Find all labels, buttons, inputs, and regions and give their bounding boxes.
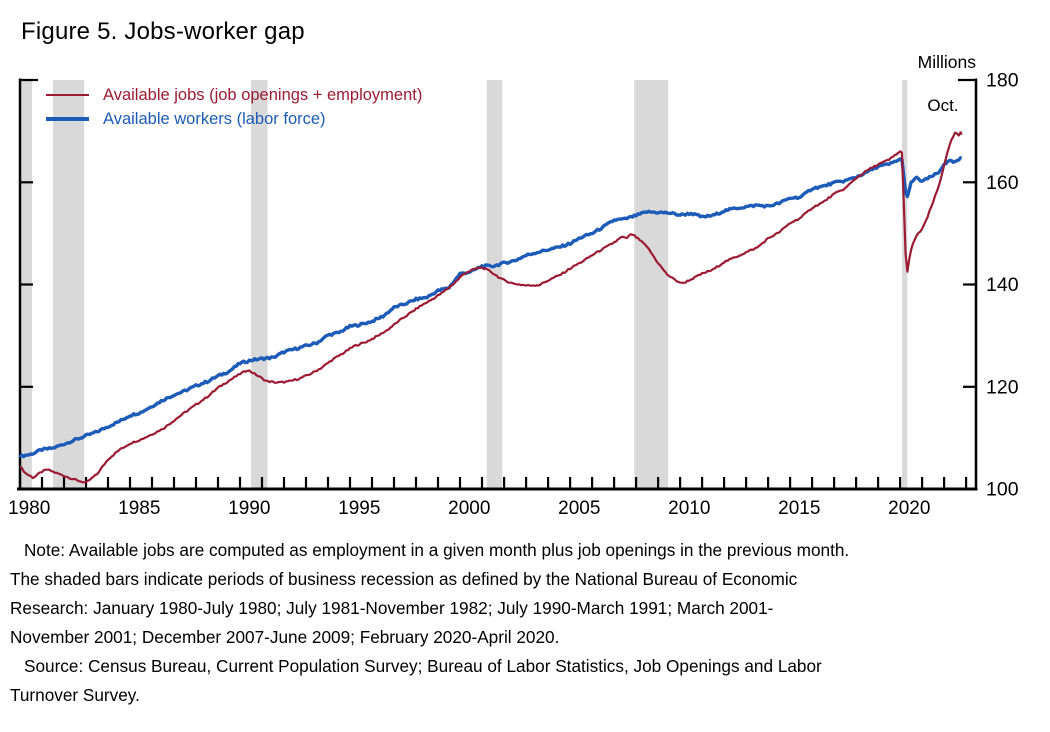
y-tick-label: 160	[986, 172, 1019, 194]
y-tick-label: 120	[986, 376, 1019, 398]
x-tick-label: 2005	[558, 498, 600, 519]
workers-line	[18, 156, 963, 459]
recession-band	[53, 80, 85, 489]
x-tick-label: 2020	[888, 498, 930, 519]
x-tick-label: 1985	[118, 498, 160, 519]
recession-band	[251, 80, 268, 489]
jobs-line	[19, 131, 963, 484]
source-line: Source: Census Bureau, Current Populatio…	[24, 656, 822, 676]
x-tick-label: 1990	[228, 498, 270, 519]
recession-band	[634, 80, 669, 489]
workers-line-swatch	[46, 117, 89, 121]
legend: Available jobs (job openings + employmen…	[46, 83, 422, 131]
y-axis-unit-label: Millions	[917, 52, 976, 72]
legend-item-workers: Available workers (labor force)	[46, 107, 422, 131]
note-line: November 2001; December 2007-June 2009; …	[10, 627, 560, 647]
recession-band	[486, 80, 503, 489]
note-line: Research: January 1980-July 1980; July 1…	[10, 598, 774, 618]
jobs-line-swatch	[46, 94, 89, 96]
legend-label-jobs: Available jobs (job openings + employmen…	[103, 85, 423, 104]
latest-point-annotation: Oct.	[927, 96, 959, 115]
x-tick-label: 2010	[668, 498, 710, 519]
source-line: Turnover Survey.	[10, 685, 140, 705]
x-tick-label: 1995	[338, 498, 380, 519]
y-tick-label: 140	[986, 274, 1019, 296]
x-tick-label: 2015	[778, 498, 820, 519]
x-tick-label: 1980	[8, 498, 50, 519]
note-line: The shaded bars indicate periods of busi…	[10, 569, 798, 589]
y-tick-label: 180	[986, 70, 1019, 92]
legend-item-jobs: Available jobs (job openings + employmen…	[46, 83, 422, 107]
x-tick-label: 2000	[448, 498, 490, 519]
note-line: Note: Available jobs are computed as emp…	[24, 540, 850, 560]
recession-band	[901, 80, 908, 489]
figure-title: Figure 5. Jobs-worker gap	[21, 18, 305, 45]
note-block: Note: Available jobs are computed as emp…	[10, 536, 1042, 710]
y-tick-label: 100	[986, 479, 1019, 501]
legend-label-workers: Available workers (labor force)	[103, 109, 326, 128]
